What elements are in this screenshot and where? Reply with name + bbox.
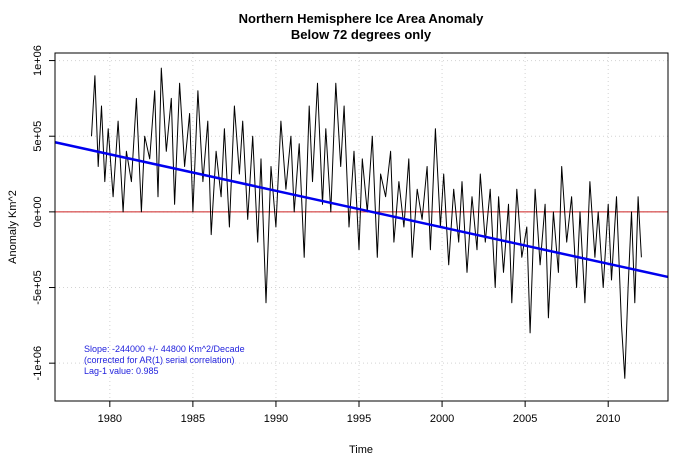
x-axis-label: Time: [349, 444, 373, 456]
y-tick-label-3: -5e+05: [32, 270, 44, 305]
slope-annotation: Slope: -244000 +/- 44800 Km^2/Decade (co…: [84, 344, 245, 376]
y-axis-label: Anomaly Km^2: [7, 190, 19, 264]
trend-line: [54, 141, 669, 279]
annotation-line-correction: (corrected for AR(1) serial correlation): [84, 355, 235, 365]
annotation-line-lag: Lag-1 value: 0.985: [84, 366, 159, 376]
x-axis: 1980 1985 1990 1995 2000 2005 2010: [98, 401, 620, 425]
anomaly-series-line: [91, 67, 642, 379]
y-tick-label-4: -1e+06: [32, 346, 44, 381]
plot-frame: [54, 52, 669, 402]
y-tick-label-0: 1e+06: [32, 45, 44, 76]
x-tick-label-1990: 1990: [264, 413, 288, 425]
x-tick-label-2000: 2000: [430, 413, 454, 425]
x-tick-label-2010: 2010: [596, 413, 620, 425]
y-tick-label-2: 0e+00: [32, 196, 44, 227]
y-tick-label-1: 5e+05: [32, 121, 44, 152]
x-tick-label-2005: 2005: [513, 413, 537, 425]
annotation-line-slope: Slope: -244000 +/- 44800 Km^2/Decade: [84, 344, 245, 354]
chart-title: Northern Hemisphere Ice Area Anomaly: [239, 11, 484, 26]
chart-subtitle: Below 72 degrees only: [291, 27, 432, 42]
x-tick-label-1980: 1980: [98, 413, 122, 425]
x-tick-label-1995: 1995: [347, 413, 371, 425]
x-tick-label-1985: 1985: [181, 413, 205, 425]
y-axis: 1e+06 5e+05 0e+00 -5e+05 -1e+06: [32, 45, 55, 380]
